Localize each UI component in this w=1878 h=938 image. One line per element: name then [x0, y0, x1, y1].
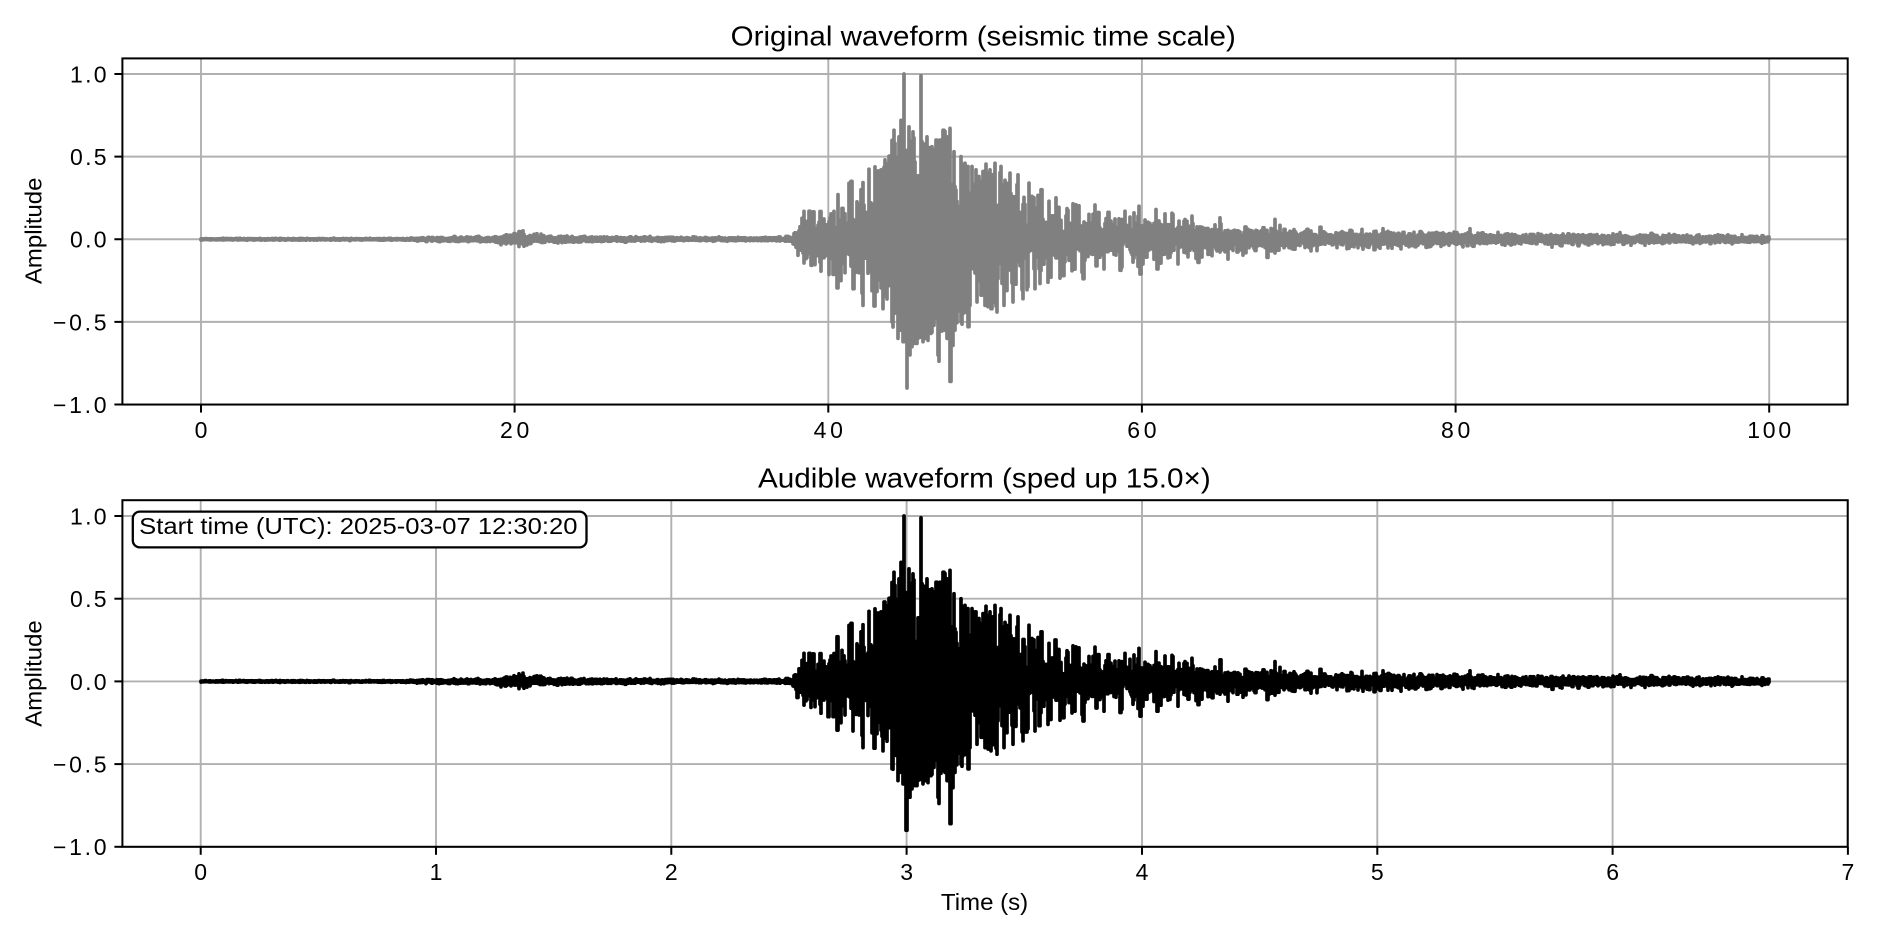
svg-text:0: 0 [195, 417, 208, 443]
svg-text:0.0: 0.0 [70, 227, 107, 253]
svg-text:Amplitude: Amplitude [21, 620, 47, 727]
svg-text:−1.0: −1.0 [53, 392, 107, 418]
svg-text:6: 6 [1606, 859, 1619, 885]
svg-text:100: 100 [1747, 417, 1791, 443]
svg-text:0: 0 [194, 859, 207, 885]
svg-text:−1.0: −1.0 [53, 834, 107, 860]
svg-text:1.0: 1.0 [70, 61, 107, 87]
svg-text:5: 5 [1371, 859, 1384, 885]
svg-text:2: 2 [665, 859, 678, 885]
svg-text:Time (s): Time (s) [941, 889, 1028, 915]
svg-text:0.0: 0.0 [70, 669, 107, 695]
svg-text:0.5: 0.5 [70, 144, 107, 170]
svg-text:4: 4 [1136, 859, 1149, 885]
svg-text:1: 1 [430, 859, 443, 885]
svg-text:7: 7 [1842, 859, 1855, 885]
svg-text:0.5: 0.5 [70, 586, 107, 612]
svg-text:−0.5: −0.5 [53, 309, 107, 335]
svg-text:−0.5: −0.5 [53, 752, 107, 778]
svg-text:3: 3 [900, 859, 913, 885]
svg-text:Original waveform (seismic tim: Original waveform (seismic time scale) [731, 21, 1236, 52]
svg-text:Amplitude: Amplitude [21, 178, 47, 284]
svg-text:1.0: 1.0 [70, 503, 107, 529]
svg-text:Start time (UTC): 2025-03-07 1: Start time (UTC): 2025-03-07 12:30:20 [139, 513, 577, 539]
svg-text:Audible waveform (sped up 15.0: Audible waveform (sped up 15.0×) [758, 463, 1211, 494]
